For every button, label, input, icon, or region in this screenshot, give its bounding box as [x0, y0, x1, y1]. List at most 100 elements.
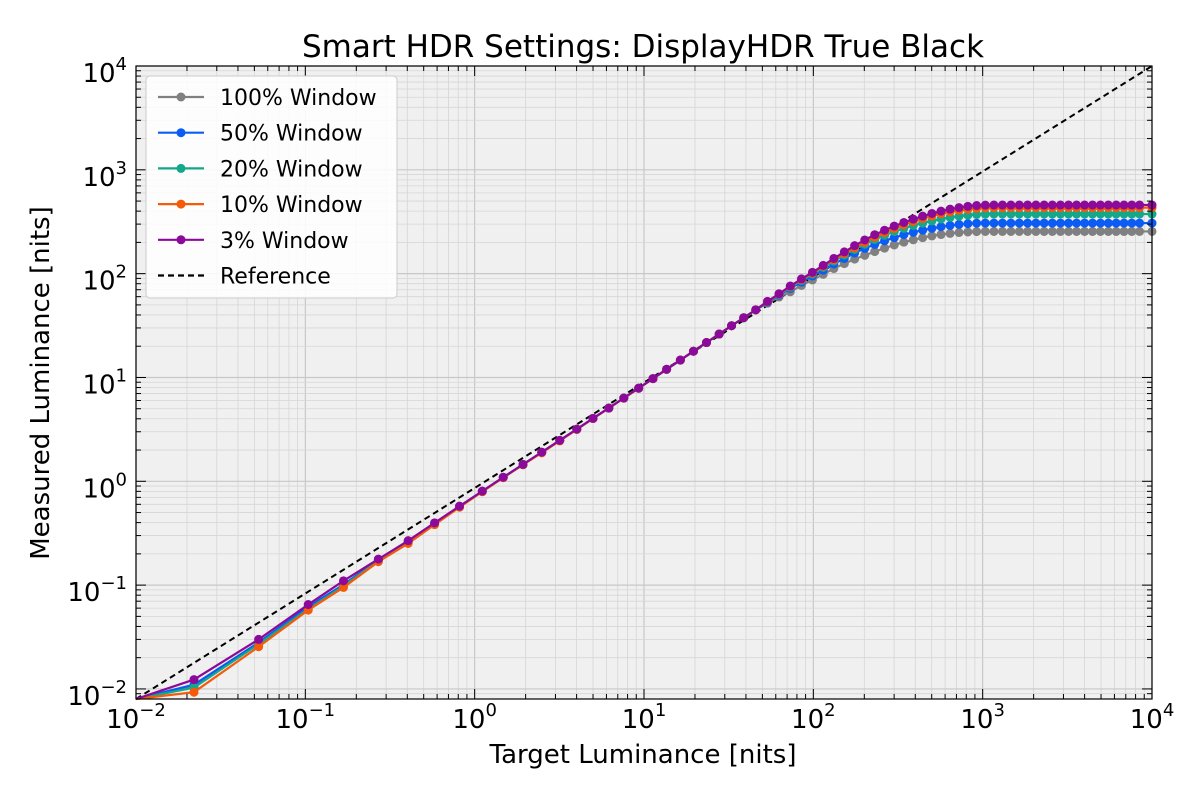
chart-title: Smart HDR Settings: DisplayHDR True Blac…	[302, 29, 984, 65]
data-point	[338, 576, 348, 586]
legend-marker	[176, 199, 186, 209]
data-point	[373, 554, 383, 564]
y-tick-label: 104	[82, 54, 127, 89]
data-point	[702, 338, 712, 348]
data-point	[954, 228, 964, 238]
data-point	[989, 209, 999, 219]
data-point	[1031, 226, 1041, 236]
data-point	[675, 355, 685, 365]
y-tick-label: 102	[82, 262, 127, 297]
data-point	[498, 472, 508, 482]
data-point	[1055, 218, 1065, 228]
x-tick-label: 10−1	[276, 700, 336, 735]
legend-label: 100% Window	[220, 86, 377, 111]
data-point	[918, 233, 928, 243]
data-point	[537, 447, 547, 457]
data-point	[1047, 218, 1057, 228]
data-point	[860, 250, 870, 260]
data-point	[850, 241, 860, 251]
data-point	[662, 364, 672, 374]
data-point	[997, 209, 1007, 219]
data-point	[870, 230, 880, 240]
data-point	[751, 305, 761, 315]
data-point	[936, 222, 946, 232]
data-point	[1039, 218, 1049, 228]
data-point	[1014, 226, 1024, 236]
data-point	[1064, 209, 1074, 219]
data-point	[908, 214, 918, 224]
data-point	[945, 228, 955, 238]
data-point	[1127, 209, 1137, 219]
data-point	[455, 501, 465, 511]
data-point	[1103, 226, 1113, 236]
data-point	[1047, 209, 1057, 219]
data-point	[1055, 209, 1065, 219]
data-point	[997, 200, 1007, 210]
data-point	[688, 346, 698, 356]
data-point	[1064, 226, 1074, 236]
data-point	[936, 230, 946, 240]
data-point	[1023, 218, 1033, 228]
data-point	[818, 260, 828, 270]
data-point	[1047, 226, 1057, 236]
legend-item: 10% Window	[158, 193, 363, 218]
data-point	[739, 313, 749, 323]
data-point	[430, 518, 440, 528]
data-point	[1047, 200, 1057, 210]
data-point	[1127, 226, 1137, 236]
data-point	[1111, 200, 1121, 210]
data-point	[1023, 209, 1033, 219]
data-point	[1095, 209, 1105, 219]
data-point	[1006, 218, 1016, 228]
data-point	[1111, 209, 1121, 219]
x-tick-label: 104	[1130, 700, 1175, 735]
data-point	[1023, 200, 1033, 210]
data-point	[1135, 226, 1145, 236]
data-point	[1103, 209, 1113, 219]
data-point	[927, 231, 937, 241]
data-point	[254, 634, 264, 644]
legend-marker	[176, 128, 186, 138]
data-point	[588, 413, 598, 423]
data-point	[1095, 218, 1105, 228]
data-point	[945, 204, 955, 214]
data-point	[1111, 226, 1121, 236]
legend-label: 50% Window	[220, 122, 363, 147]
data-point	[1080, 209, 1090, 219]
data-point	[989, 218, 999, 228]
x-tick-label: 10−2	[106, 700, 166, 735]
data-point	[403, 536, 413, 546]
data-point	[963, 201, 973, 211]
data-point	[1080, 200, 1090, 210]
data-point	[908, 235, 918, 245]
data-point	[477, 486, 487, 496]
data-point	[927, 223, 937, 233]
data-point	[1072, 226, 1082, 236]
legend-item: 100% Window	[158, 86, 377, 111]
data-point	[189, 675, 199, 685]
data-point	[338, 582, 348, 592]
x-tick-labels: 10−2 10−1 100 101 102 103 104	[106, 700, 1174, 735]
data-point	[1031, 200, 1041, 210]
data-point	[989, 226, 999, 236]
legend-marker	[176, 92, 186, 102]
data-point	[555, 435, 565, 445]
legend-marker	[176, 235, 186, 245]
data-point	[1080, 218, 1090, 228]
data-point	[1111, 218, 1121, 228]
data-point	[572, 424, 582, 434]
data-point	[1006, 226, 1016, 236]
data-point	[796, 274, 806, 284]
data-point	[899, 217, 909, 227]
data-point	[870, 247, 880, 257]
data-point	[1103, 200, 1113, 210]
data-point	[1088, 218, 1098, 228]
data-point	[1072, 200, 1082, 210]
data-point	[1014, 218, 1024, 228]
data-point	[303, 600, 313, 610]
data-point	[1080, 226, 1090, 236]
data-point	[604, 403, 614, 413]
data-point	[774, 289, 784, 299]
data-point	[254, 642, 264, 652]
data-point	[980, 209, 990, 219]
